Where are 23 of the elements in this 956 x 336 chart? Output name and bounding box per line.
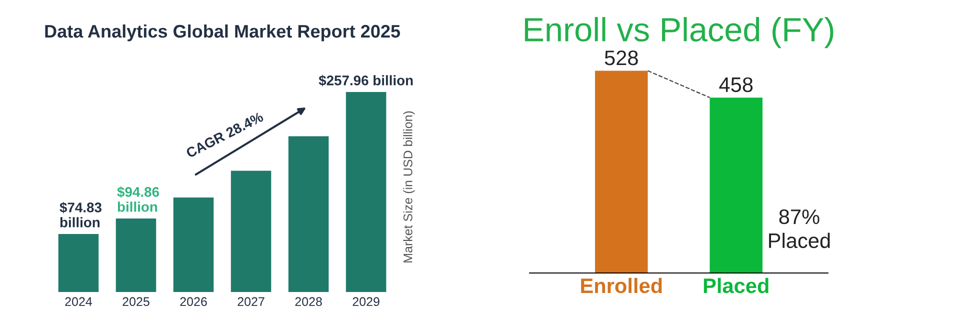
data-label: $94.86 billion xyxy=(117,186,159,212)
x-tick-label: Placed xyxy=(704,278,768,294)
data-label: $74.83 billion xyxy=(60,202,102,228)
bar xyxy=(346,92,386,292)
data-label: 528 xyxy=(604,50,638,66)
x-tick-label: 2029 xyxy=(352,297,380,306)
x-tick-label: Enrolled xyxy=(581,278,662,294)
chart-title: Data Analytics Global Market Report 2025 xyxy=(45,24,400,42)
x-tick-label: 2028 xyxy=(295,297,322,306)
bar xyxy=(288,136,329,292)
chart-title: Enroll vs Placed (FY) xyxy=(524,17,834,48)
bar xyxy=(173,198,214,292)
x-tick-label: 2025 xyxy=(122,297,150,306)
bar xyxy=(230,170,272,292)
data-label: $257.96 billion xyxy=(318,74,413,86)
bar xyxy=(58,234,99,292)
y-axis-title: Market Size (in USD billion) xyxy=(403,111,415,262)
x-tick-label: 2026 xyxy=(180,297,207,306)
bar xyxy=(116,218,156,292)
data-label: 458 xyxy=(719,77,753,92)
x-tick-label: 2024 xyxy=(65,297,92,306)
annotation: 87% Placed xyxy=(769,209,830,248)
x-tick-label: 2027 xyxy=(238,297,264,306)
